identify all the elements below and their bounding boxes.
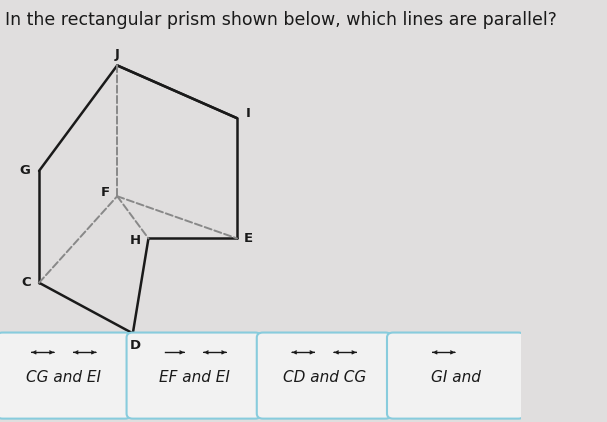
Text: D: D [130, 339, 141, 352]
Text: H: H [130, 234, 141, 247]
Text: CG and EI: CG and EI [26, 370, 101, 385]
Text: GI and: GI and [431, 370, 481, 385]
FancyBboxPatch shape [257, 333, 392, 419]
Text: G: G [19, 165, 30, 177]
Text: I: I [246, 108, 251, 120]
FancyBboxPatch shape [387, 333, 524, 419]
FancyBboxPatch shape [127, 333, 262, 419]
Text: J: J [115, 49, 120, 61]
Text: In the rectangular prism shown below, which lines are parallel?: In the rectangular prism shown below, wh… [5, 11, 557, 29]
Text: CD and CG: CD and CG [283, 370, 366, 385]
Text: EF and EI: EF and EI [158, 370, 229, 385]
Text: E: E [244, 232, 253, 245]
Text: C: C [21, 276, 31, 289]
Text: F: F [101, 186, 110, 198]
FancyBboxPatch shape [0, 333, 131, 419]
